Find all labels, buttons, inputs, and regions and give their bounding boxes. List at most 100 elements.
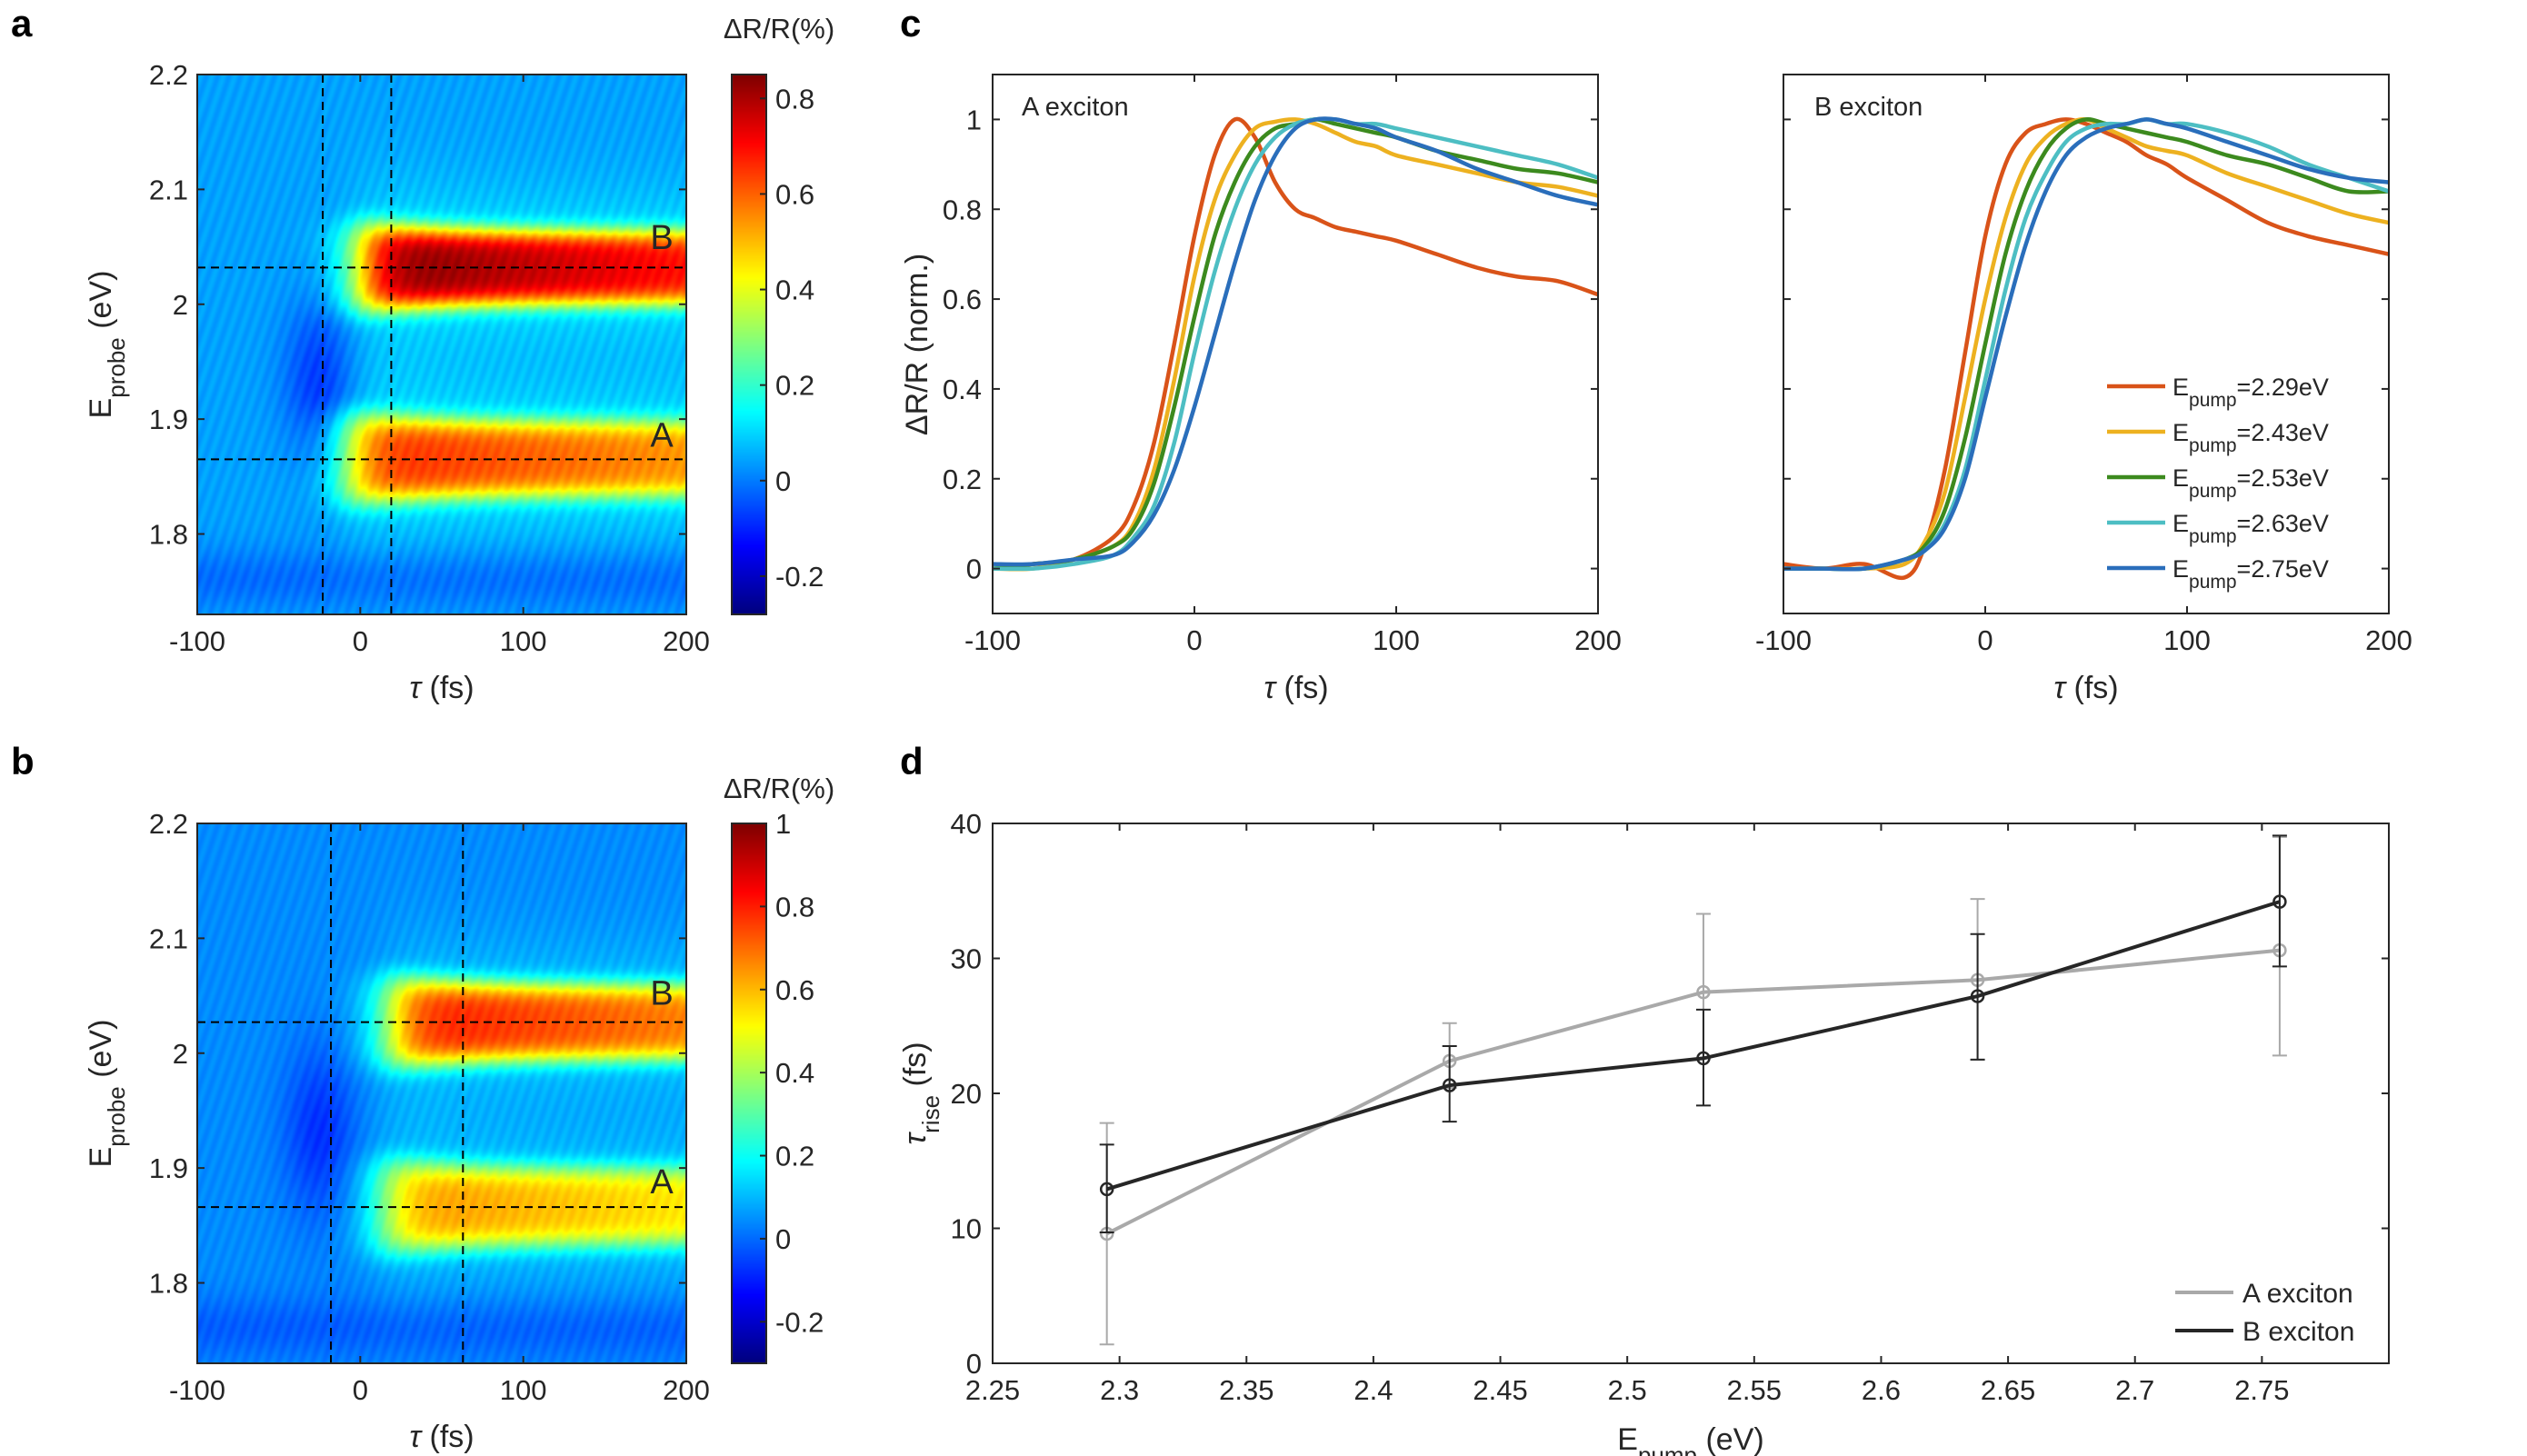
- y-ticks-a: 1.8 1.9 2 2.1 2.2: [149, 59, 188, 551]
- x-tick-cB-3: 200: [2365, 624, 2412, 656]
- cbar-tick-a-3: 0.4: [775, 274, 814, 306]
- annotation-a-exciton: A exciton: [1022, 93, 1129, 122]
- x-tick-a-3: 200: [663, 625, 710, 657]
- x-tick-cB-1: 0: [1977, 624, 1993, 656]
- x-tick-d-10: 2.75: [2234, 1374, 2289, 1406]
- legend-c: Epump=2.29eV Epump=2.43eV Epump=2.53eV E…: [2107, 374, 2329, 593]
- y-tick-b-4: 2.2: [149, 808, 188, 840]
- x-axis-label-a: τ (fs): [409, 671, 474, 705]
- cbar-tick-b-3: 0.4: [775, 1057, 814, 1089]
- x-tick-cB-0: -100: [1755, 624, 1812, 656]
- axes-frame-a: [196, 74, 687, 615]
- data-point: [1970, 989, 1985, 1003]
- x-tick-d-4: 2.45: [1473, 1374, 1527, 1406]
- series-line-2.63eV: [993, 116, 1598, 572]
- y-tick-a-4: 2.2: [149, 59, 188, 91]
- x-axis-label-c-B: τ (fs): [2053, 671, 2118, 705]
- x-tick-d-6: 2.55: [1727, 1374, 1782, 1406]
- axes-bg-c-A: [993, 75, 1598, 613]
- cbar-tick-a-1: 0: [775, 465, 791, 497]
- x-tick-cB-2: 100: [2163, 624, 2211, 656]
- panel-label-d: d: [900, 740, 924, 783]
- data-point: [1696, 1051, 1711, 1066]
- axes-frame-c-A: [992, 74, 1599, 614]
- cbar-tick-b-6: 1: [775, 808, 791, 840]
- legend-c-label-4: Epump=2.75eV: [2172, 555, 2329, 593]
- line-chart-c-B: B exciton -100 0 100 200 τ (fs) Epump=2.…: [1755, 74, 2412, 705]
- cbar-tick-b-5: 0.8: [775, 891, 814, 922]
- x-tick-d-5: 2.5: [1608, 1374, 1647, 1406]
- y-tick-cA-3: 0.6: [943, 284, 982, 315]
- data-point: [1696, 984, 1711, 1000]
- legend-c-label-2: Epump=2.53eV: [2172, 464, 2329, 502]
- x-tick-d-7: 2.6: [1862, 1374, 1901, 1406]
- band-label-A-a: A: [650, 416, 674, 454]
- colorbar-frame-b: [731, 823, 767, 1364]
- y-tick-a-0: 1.8: [149, 519, 188, 551]
- series-line-2.43eV: [993, 117, 1598, 572]
- y-axis-label-d: τrise (fs): [898, 1042, 944, 1144]
- band-label-A-b: A: [650, 1163, 674, 1202]
- panel-label-a: a: [11, 2, 33, 45]
- y-tick-a-2: 2: [173, 289, 188, 321]
- x-tick-cA-3: 200: [1574, 624, 1622, 656]
- axes-frame-c-B: [1783, 74, 2390, 614]
- cbar-tick-b-2: 0.2: [775, 1141, 814, 1172]
- x-tick-a-1: 0: [353, 625, 368, 657]
- legend-c-label-3: Epump=2.63eV: [2172, 510, 2329, 547]
- data-point: [1099, 1182, 1114, 1197]
- y-tick-b-2: 2: [173, 1038, 188, 1070]
- axes-frame-b: [196, 823, 687, 1364]
- panel-label-c: c: [900, 2, 921, 45]
- x-tick-cA-0: -100: [964, 624, 1021, 656]
- cbar-tick-a-4: 0.6: [775, 178, 814, 210]
- legend-d-label-0: A exciton: [2242, 1279, 2353, 1309]
- colorbar-frame-a: [731, 74, 767, 615]
- series-line-2.75eV: [993, 116, 1598, 567]
- y-tick-cA-1: 0.2: [943, 464, 982, 495]
- x-tick-b-3: 200: [663, 1374, 710, 1406]
- x-tick-d-9: 2.7: [2115, 1374, 2154, 1406]
- x-tick-b-2: 100: [500, 1374, 547, 1406]
- colorbar-a: ΔR/R(%) -0.2 0 0.2 0.4 0.6 0.8: [724, 13, 834, 615]
- y-axis-label-b: Eprobe (eV): [84, 1020, 130, 1168]
- y-tick-cA-4: 0.8: [943, 194, 982, 225]
- band-label-B-b: B: [650, 975, 673, 1013]
- x-axis-label-b: τ (fs): [409, 1420, 474, 1454]
- colorbar-gradient-b: [732, 823, 766, 1363]
- colorbar-title-b: ΔR/R(%): [724, 773, 834, 804]
- y-tick-a-1: 1.9: [149, 404, 188, 435]
- x-tick-cA-2: 100: [1373, 624, 1420, 656]
- y-tick-d-4: 40: [951, 808, 982, 840]
- y-tick-cA-5: 1: [966, 104, 982, 135]
- cbar-tick-b-0: -0.2: [775, 1306, 824, 1338]
- legend-c-label-1: Epump=2.43eV: [2172, 419, 2329, 456]
- axes-bg-d: [993, 823, 2389, 1363]
- y-tick-b-3: 2.1: [149, 922, 188, 954]
- heatmap-image-b: [197, 823, 686, 1363]
- y-tick-d-2: 20: [951, 1078, 982, 1110]
- colorbar-b: ΔR/R(%) -0.2 0 0.2 0.4 0.6 0.8 1: [724, 773, 834, 1364]
- x-tick-d-2: 2.35: [1219, 1374, 1273, 1406]
- y-axis-label-c: ΔR/R (norm.): [900, 254, 934, 435]
- cbar-tick-a-5: 0.8: [775, 83, 814, 115]
- x-axis-label-c-A: τ (fs): [1264, 671, 1328, 705]
- series-line-2.75eV: [1783, 117, 2389, 572]
- series-line-2.29eV: [993, 116, 1598, 571]
- legend-c-label-0: Epump=2.29eV: [2172, 374, 2329, 411]
- panel-label-b: b: [11, 740, 35, 783]
- colorbar-gradient-a: [732, 75, 766, 614]
- x-tick-d-8: 2.65: [1981, 1374, 2035, 1406]
- x-tick-d-0: 2.25: [965, 1374, 1020, 1406]
- annotation-b-exciton: B exciton: [1814, 93, 1923, 122]
- y-tick-cA-0: 0: [966, 553, 982, 585]
- x-tick-b-1: 0: [353, 1374, 368, 1406]
- x-tick-d-1: 2.3: [1100, 1374, 1139, 1406]
- x-tick-d-3: 2.4: [1353, 1374, 1393, 1406]
- y-tick-d-3: 30: [951, 943, 982, 975]
- cbar-tick-b-1: 0: [775, 1223, 791, 1255]
- y-tick-a-3: 2.1: [149, 174, 188, 205]
- x-tick-a-0: -100: [169, 625, 225, 657]
- x-tick-cA-1: 0: [1186, 624, 1202, 656]
